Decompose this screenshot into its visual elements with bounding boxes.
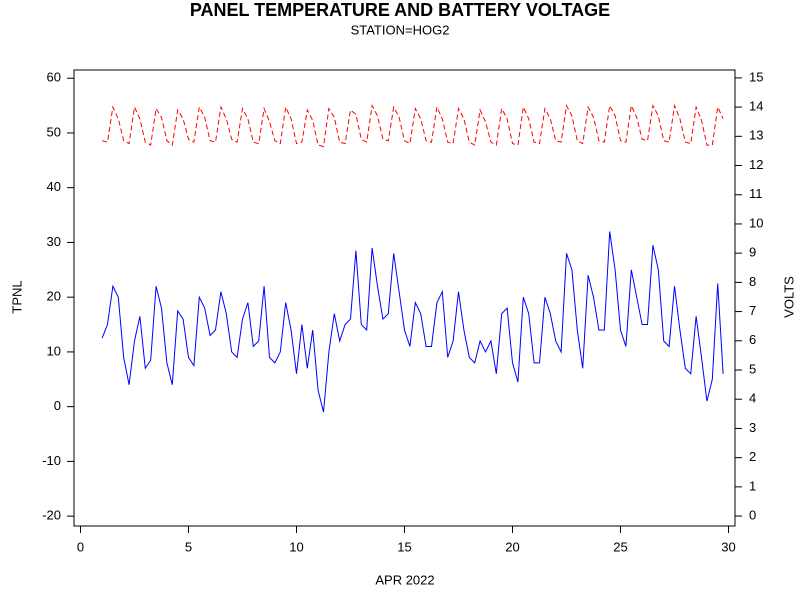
y2-tick-label: 3	[749, 420, 756, 435]
y2-tick-label: 11	[749, 186, 763, 201]
y-tick-label: -10	[42, 453, 61, 468]
series-line	[101, 103, 724, 148]
y2-tick-label: 8	[749, 274, 756, 289]
x-tick-label: 30	[721, 539, 735, 554]
chart-title: PANEL TEMPERATURE AND BATTERY VOLTAGE	[190, 0, 610, 20]
y-tick-label: 40	[47, 179, 61, 194]
y2-axis-label: VOLTS	[781, 276, 796, 318]
y-tick-label: 0	[54, 398, 61, 413]
y2-tick-label: 12	[749, 157, 763, 172]
y-tick-label: -20	[42, 508, 61, 523]
y2-tick-label: 7	[749, 303, 756, 318]
y2-tick-label: 9	[749, 245, 756, 260]
x-tick-label: 0	[77, 539, 84, 554]
x-tick-label: 20	[505, 539, 519, 554]
y2-tick-label: 15	[749, 69, 763, 84]
y2-tick-label: 5	[749, 361, 756, 376]
y-tick-label: 60	[47, 70, 61, 85]
y2-tick-label: 2	[749, 449, 756, 464]
plot-frame	[73, 69, 736, 527]
y-tick-label: 30	[47, 234, 61, 249]
x-tick-label: 15	[397, 539, 411, 554]
x-tick-label: 5	[185, 539, 192, 554]
y2-tick-label: 4	[749, 391, 756, 406]
y2-tick-label: 14	[749, 99, 763, 114]
y-tick-label: 50	[47, 124, 61, 139]
y2-tick-label: 0	[749, 508, 756, 523]
y2-tick-label: 6	[749, 332, 756, 347]
y2-tick-label: 1	[749, 478, 756, 493]
x-tick-label: 25	[613, 539, 627, 554]
x-axis-label: APR 2022	[375, 572, 434, 587]
y-axis-label: TPNL	[9, 280, 24, 313]
y2-tick-label: 10	[749, 215, 763, 230]
y-tick-label: 20	[47, 289, 61, 304]
x-tick-label: 10	[289, 539, 303, 554]
y2-tick-label: 13	[749, 128, 763, 143]
series-line	[101, 231, 724, 413]
y-tick-label: 10	[47, 343, 61, 358]
chart-subtitle: STATION=HOG2	[351, 22, 450, 37]
